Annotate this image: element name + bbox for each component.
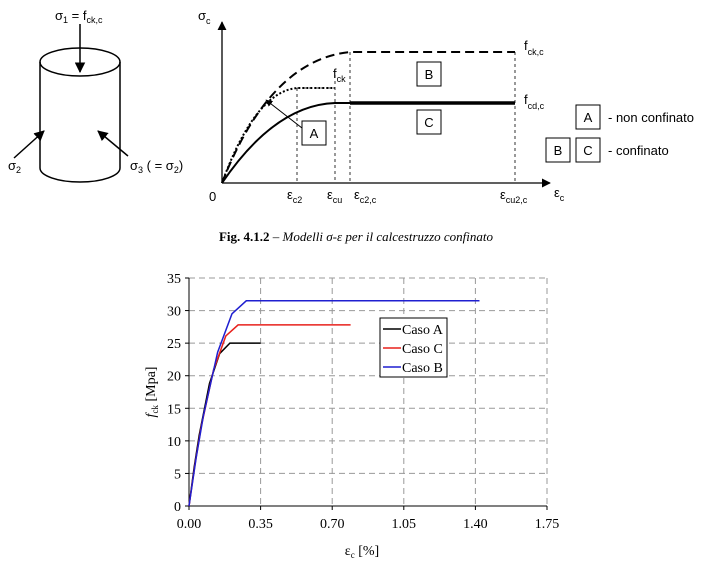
- legend-label: Caso A: [402, 323, 444, 338]
- sigma1-label: σ1 = fck,c: [55, 8, 103, 25]
- series-line: [188, 300, 480, 507]
- origin: 0: [209, 189, 216, 204]
- t: c: [560, 193, 565, 203]
- t: ( = σ: [143, 158, 174, 173]
- t: c: [351, 550, 355, 560]
- legend-text: - confinato: [608, 143, 669, 158]
- t: ck,c: [86, 15, 103, 25]
- box: [301, 120, 327, 146]
- box-label: C: [424, 115, 433, 130]
- t: [%]: [355, 544, 380, 559]
- t: cu: [333, 195, 343, 205]
- ec-label: εc: [554, 185, 565, 203]
- y-tick-label: 25: [167, 337, 181, 352]
- leader: [265, 99, 303, 129]
- y-tick-label: 30: [167, 305, 181, 320]
- t: ε: [500, 187, 506, 202]
- box: [545, 137, 571, 163]
- axis-label: σc: [198, 8, 211, 26]
- t: 2: [174, 165, 179, 175]
- cylinder-body: [39, 62, 121, 183]
- t: c2,c: [360, 195, 377, 205]
- t: 3: [138, 165, 143, 175]
- ecu2c-label: εcu2,c: [500, 187, 528, 205]
- t: σ: [198, 8, 206, 23]
- t: ck,c: [528, 47, 545, 57]
- t: ε: [345, 544, 351, 559]
- x-tick-label: 1.05: [392, 517, 417, 532]
- x-axis-label: εc [%]: [345, 544, 379, 560]
- curve-confined-design: [221, 51, 515, 184]
- t: f: [333, 66, 337, 81]
- fckc-label: fck,c: [524, 38, 544, 57]
- t: ε: [354, 187, 360, 202]
- series-line: [188, 324, 351, 507]
- y-tick-label: 10: [167, 435, 181, 450]
- t: c2: [293, 195, 303, 205]
- ec2c-label: εc2,c: [354, 187, 377, 205]
- box: [575, 104, 601, 130]
- t: f: [524, 38, 528, 53]
- arrow-sigma3: [97, 130, 129, 157]
- box: [416, 61, 442, 87]
- y-tick-label: 5: [174, 467, 181, 482]
- y-tick-label: 0: [174, 500, 181, 515]
- legend-label: Caso B: [402, 361, 443, 376]
- t: cd,c: [528, 101, 545, 111]
- caption: Fig. 4.1.2 – Modelli σ-ε per il calcestr…: [219, 229, 494, 244]
- box-label: C: [583, 143, 592, 158]
- curve-confined: [221, 102, 350, 184]
- t: [Mpa]: [144, 367, 159, 406]
- t: cu2,c: [506, 195, 528, 205]
- t: Fig. 4.1.2: [219, 229, 270, 244]
- box: [575, 137, 601, 163]
- box: [416, 109, 442, 135]
- t: ε: [554, 185, 560, 200]
- y-tick-label: 35: [167, 272, 181, 287]
- x-tick-label: 1.75: [535, 517, 560, 532]
- t: σ: [55, 8, 63, 23]
- x-tick-label: 0.35: [248, 517, 273, 532]
- t: Modelli σ-ε per il calcestruzzo confinat…: [282, 229, 494, 244]
- y-axis-label: fck [Mpa]: [144, 367, 160, 418]
- t: = f: [68, 8, 87, 23]
- t: 2: [16, 165, 21, 175]
- fck-label: fck: [333, 66, 346, 84]
- t: ck: [337, 74, 347, 84]
- legend-text: - non confinato: [608, 110, 694, 125]
- y-tick-label: 15: [167, 402, 181, 417]
- x-tick-label: 1.40: [463, 517, 488, 532]
- chart: εc [%] fck [Mpa] 0 5 10 15 20 25 30 35 0.00 0.35 0…: [144, 272, 559, 560]
- box-label: B: [554, 143, 563, 158]
- curves: [221, 51, 516, 184]
- box-label: A: [584, 110, 593, 125]
- legend-label: Caso C: [402, 342, 443, 357]
- t: f: [524, 92, 528, 107]
- x-tick-label: 0.00: [177, 517, 202, 532]
- t: c: [206, 16, 211, 26]
- arrow-sigma2: [13, 130, 45, 159]
- series-line: [188, 342, 261, 507]
- t: –: [270, 229, 283, 244]
- fcdc-label: fcd,c: [524, 92, 545, 111]
- t: ): [179, 158, 183, 173]
- diagram: σ1 = fck,c σ2 σ3 ( = σ2) σc 0 fck fck,c …: [8, 8, 694, 205]
- t: ck: [150, 405, 160, 414]
- t: f: [144, 411, 159, 417]
- box-label: A: [310, 126, 319, 141]
- ecu-label: εcu: [327, 187, 342, 205]
- sigma3-label: σ3 ( = σ2): [130, 158, 183, 175]
- y-tick-label: 20: [167, 370, 181, 385]
- ec2-label: εc2: [287, 187, 302, 205]
- t: 1: [63, 15, 68, 25]
- x-tick-label: 0.70: [320, 517, 345, 532]
- sigma2-label: σ2: [8, 158, 21, 175]
- box-label: B: [425, 67, 434, 82]
- t: σ: [8, 158, 16, 173]
- t: ε: [327, 187, 333, 202]
- t: σ: [130, 158, 138, 173]
- t: ε: [287, 187, 293, 202]
